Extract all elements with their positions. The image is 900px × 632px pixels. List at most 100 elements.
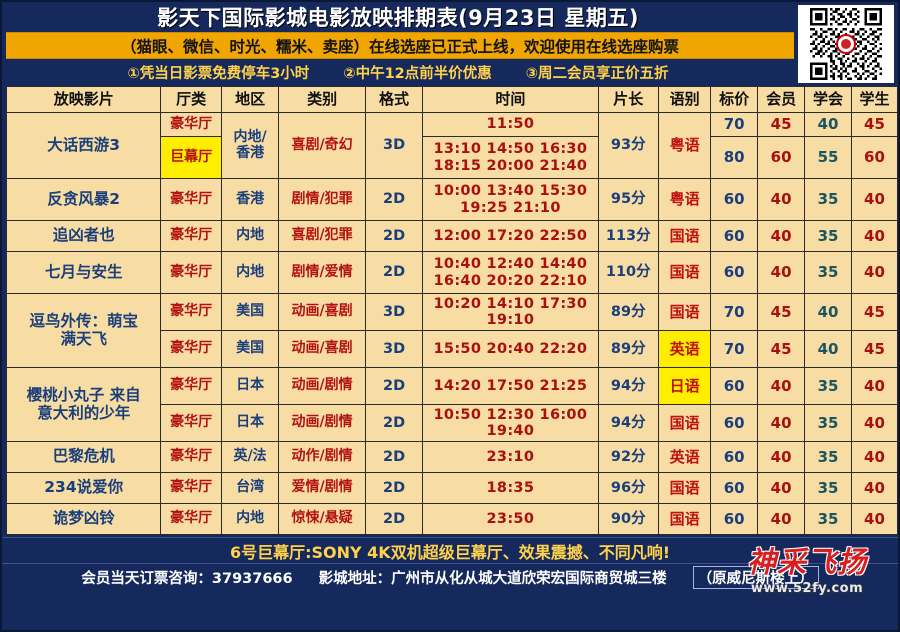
cell-price: 60: [710, 178, 759, 221]
cell-member: 40: [757, 220, 806, 252]
cell-genre: 喜剧/奇幻: [278, 112, 366, 179]
cell-lang: 英语: [658, 330, 712, 368]
cell-region: 内地: [220, 220, 280, 252]
cell-format: 2D: [364, 472, 424, 504]
cell-price: 60: [710, 220, 759, 252]
cell-price: 70: [710, 112, 759, 137]
note-1: ①凭当日影票免费停车3小时: [127, 66, 310, 82]
col-header-length: 片长: [597, 86, 660, 113]
cell-student: 45: [850, 330, 899, 368]
table-row: 七月与安生 豪华厅 内地 剧情/爱情 2D 10:40 12:40 14:40 16:40 …: [5, 251, 899, 294]
cell-assoc: 35: [804, 404, 852, 442]
cell-time: 13:10 14:50 16:30 18:15 20:00 21:40: [422, 136, 599, 179]
cell-member: 40: [757, 441, 806, 473]
cell-assoc: 40: [804, 330, 852, 368]
qr-center-logo-icon: [836, 34, 856, 54]
cell-length: 94分: [597, 404, 660, 442]
cell-assoc: 35: [804, 367, 852, 405]
cell-price: 70: [710, 293, 759, 331]
poster-header: 影天下国际影城电影放映排期表(9月23日 星期五) （猫眼、微信、时光、糯米、卖…: [2, 2, 898, 86]
cell-format: 2D: [364, 441, 424, 473]
cell-film: 234说爱你: [5, 472, 162, 504]
cell-format: 2D: [364, 404, 424, 442]
cell-lang: 国语: [658, 220, 712, 252]
cell-film: 逗鸟外传：萌宝 满天飞: [5, 293, 162, 368]
cell-genre: 动作/剧情: [278, 441, 366, 473]
cell-genre: 惊悚/悬疑: [278, 503, 366, 535]
notes-bar: ①凭当日影票免费停车3小时 ②中午12点前半价优惠 ③周二会员享正价五折: [2, 59, 898, 86]
cell-member: 40: [757, 178, 806, 221]
col-header-format: 格式: [364, 86, 424, 113]
col-header-hall: 厅类: [160, 86, 222, 113]
cell-region: 内地/香港: [220, 112, 280, 179]
cell-length: 92分: [597, 441, 660, 473]
cell-film: 巴黎危机: [5, 441, 162, 473]
cell-price: 60: [710, 251, 759, 294]
cell-genre: 剧情/犯罪: [278, 178, 366, 221]
cell-member: 45: [757, 112, 806, 137]
cell-film: 追凶者也: [5, 220, 162, 252]
cell-assoc: 35: [804, 441, 852, 473]
qr-code-image: [801, 8, 891, 80]
footer-phone: 会员当天订票咨询：37937666: [81, 571, 293, 587]
cell-genre: 剧情/爱情: [278, 251, 366, 294]
cell-genre: 动画/剧情: [278, 367, 366, 405]
table-header-row: 放映影片 厅类 地区 类别 格式 时间 片长 语别 标价 会员 学会 学生: [5, 86, 899, 113]
footer-highlight: 6号巨幕厅:SONY 4K双机超级巨幕厅、效果震撼、不同凡响!: [2, 537, 898, 564]
cell-time: 10:40 12:40 14:40 16:40 20:20 22:10: [422, 251, 599, 294]
schedule-table: 放映影片 厅类 地区 类别 格式 时间 片长 语别 标价 会员 学会 学生 大话…: [5, 86, 899, 535]
col-header-student: 学生: [850, 86, 899, 113]
qr-code-icon[interactable]: [798, 5, 894, 83]
cell-hall: 豪华厅: [160, 251, 222, 294]
cell-student: 40: [850, 178, 899, 221]
cell-time: 12:00 17:20 22:50: [422, 220, 599, 252]
table-row: 诡梦凶铃 豪华厅 内地 惊悚/悬疑 2D 23:50 90分 国语 60 40 35 40: [5, 503, 899, 535]
cell-lang: 国语: [658, 404, 712, 442]
cell-price: 70: [710, 330, 759, 368]
cell-hall: 豪华厅: [160, 293, 222, 331]
cell-member: 40: [757, 404, 806, 442]
cell-genre: 动画/喜剧: [278, 330, 366, 368]
cell-price: 60: [710, 503, 759, 535]
cell-price: 60: [710, 367, 759, 405]
cell-assoc: 40: [804, 293, 852, 331]
cell-film: 大话西游3: [5, 112, 162, 179]
cell-length: 93分: [597, 112, 660, 179]
cell-hall: 豪华厅: [160, 178, 222, 221]
cell-price: 60: [710, 472, 759, 504]
cell-format: 2D: [364, 178, 424, 221]
table-row: 豪华厅 日本 动画/剧情 2D 10:50 12:30 16:00 19:40 94分 国语 6…: [7, 404, 899, 442]
cell-format: 2D: [364, 251, 424, 294]
cell-lang: 国语: [658, 251, 712, 294]
cell-region: 内地: [220, 251, 280, 294]
col-header-lang: 语别: [658, 86, 712, 113]
cell-time: 18:35: [422, 472, 599, 504]
cell-length: 96分: [597, 472, 660, 504]
cell-student: 40: [850, 503, 899, 535]
table-row: 大话西游3 豪华厅 内地/香港 喜剧/奇幻 3D 11:50 93分 粤语 70 45 40 45: [5, 112, 899, 179]
cell-student: 45: [850, 293, 899, 331]
cell-price: 60: [710, 404, 759, 442]
cell-time: 10:50 12:30 16:00 19:40: [422, 404, 599, 442]
cell-time: 23:10: [422, 441, 599, 473]
table-row: 豪华厅 美国 动画/喜剧 3D 15:50 20:40 22:20 89分 英语 70 45 40…: [7, 330, 899, 368]
table-row: 234说爱你 豪华厅 台湾 爱情/剧情 2D 18:35 96分 国语 60 40 35 40: [5, 472, 899, 504]
cell-lang: 国语: [658, 472, 712, 504]
col-header-assoc: 学会: [804, 86, 852, 113]
cell-member: 40: [757, 251, 806, 294]
note-2: ②中午12点前半价优惠: [343, 66, 492, 82]
cell-assoc: 35: [804, 472, 852, 504]
cell-time: 23:50: [422, 503, 599, 535]
table-row: 樱桃小丸子 来自 意大利的少年 豪华厅 日本 动画/剧情 2D 14:20 17:50 21…: [5, 367, 899, 442]
cell-format: 3D: [364, 293, 424, 331]
cell-hall: 巨幕厅: [160, 136, 222, 179]
cell-assoc: 35: [804, 178, 852, 221]
footer-address-note: （原威尼斯楼上）: [692, 566, 819, 589]
cell-format: 3D: [364, 112, 424, 179]
cell-hall: 豪华厅: [160, 472, 222, 504]
cell-region: 美国: [220, 293, 280, 331]
cell-member: 45: [757, 330, 806, 368]
cell-length: 89分: [597, 330, 660, 368]
cell-region: 香港: [220, 178, 280, 221]
cell-lang: 国语: [658, 503, 712, 535]
